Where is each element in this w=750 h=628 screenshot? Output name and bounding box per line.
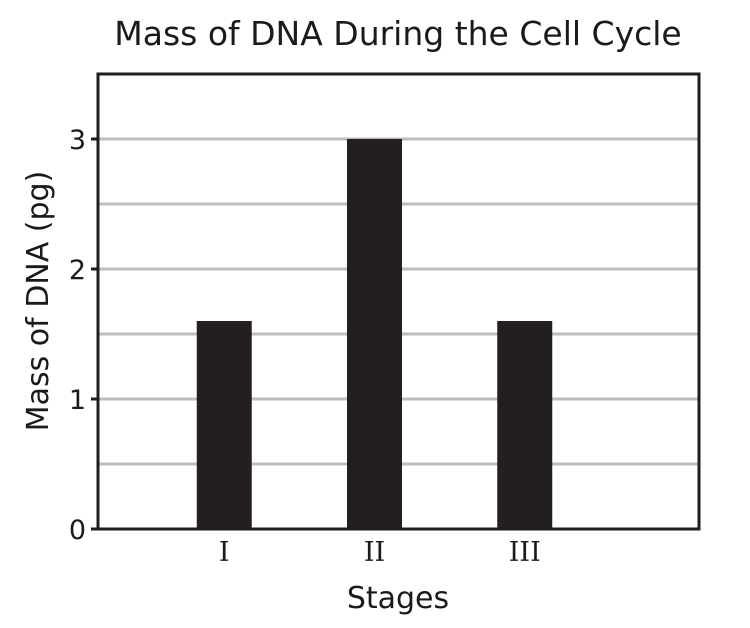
y-tick-label: 3 xyxy=(69,125,86,156)
bar-I xyxy=(196,321,252,529)
bars xyxy=(196,139,553,529)
y-tick-label: 1 xyxy=(69,385,86,416)
x-axis-ticks: I II III xyxy=(219,537,541,568)
y-tick-label: 0 xyxy=(69,515,86,546)
bar-III xyxy=(497,321,553,529)
y-axis-ticks: 0 1 2 3 xyxy=(69,125,98,546)
x-tick-label: II xyxy=(364,537,385,568)
x-tick-label: III xyxy=(509,537,541,568)
y-tick-label: 2 xyxy=(69,255,86,286)
chart-title: Mass of DNA During the Cell Cycle xyxy=(114,14,681,53)
plot-frame xyxy=(96,72,701,531)
bar-II xyxy=(347,139,402,529)
y-axis-label: Mass of DNA (pg) xyxy=(21,171,56,432)
x-axis-label: Stages xyxy=(347,581,449,616)
x-tick-label: I xyxy=(219,537,230,568)
